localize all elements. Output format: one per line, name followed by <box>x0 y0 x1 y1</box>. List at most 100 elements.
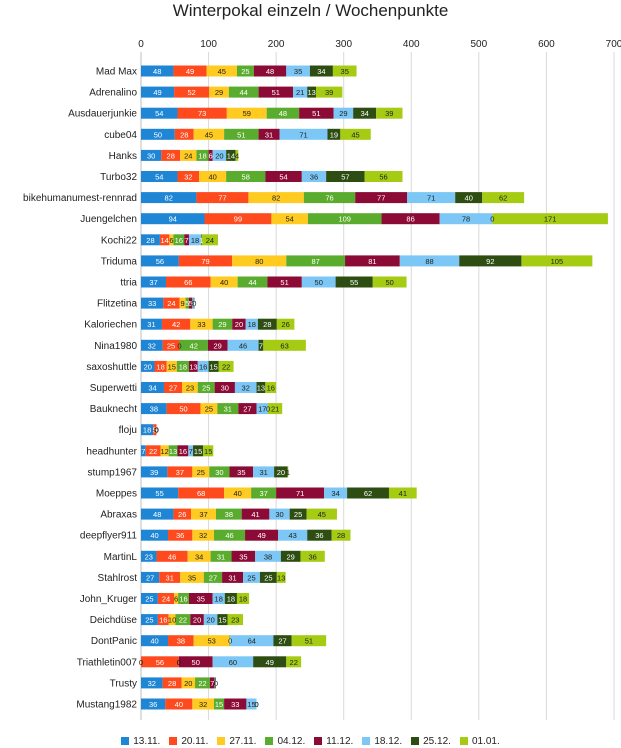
bar-segment <box>192 529 214 541</box>
legend-swatch <box>314 737 323 745</box>
bar-segment <box>274 466 288 478</box>
bar-segment <box>192 297 194 309</box>
data-label: 49 <box>153 88 161 97</box>
bar-segment <box>226 171 266 182</box>
bar-segment <box>276 318 295 330</box>
data-label: 31 <box>228 573 236 582</box>
bar-segment <box>141 318 162 330</box>
bar-segment <box>286 656 302 668</box>
data-label: 50 <box>385 278 393 287</box>
bar-segment <box>303 192 356 204</box>
data-label: 7 <box>141 447 145 456</box>
bar-segment <box>188 593 213 604</box>
bar-segment <box>279 128 328 140</box>
data-label: 35 <box>239 552 247 561</box>
bar-segment <box>259 571 277 583</box>
data-label: 25 <box>145 595 153 604</box>
bar-segment <box>181 677 196 689</box>
bar-segment <box>210 276 238 288</box>
bar-segment <box>227 339 259 351</box>
data-label: 4 <box>235 151 239 160</box>
bar-segment <box>141 65 174 77</box>
data-label: 80 <box>255 257 263 266</box>
data-label: 92 <box>486 257 494 266</box>
data-label: 9 <box>180 299 184 308</box>
data-label: 22 <box>149 447 157 456</box>
data-label: 0 <box>490 215 494 224</box>
bar-segment <box>227 614 244 626</box>
bar-segment <box>141 487 179 499</box>
category-label: Triathletin007 <box>77 657 138 668</box>
bar-segment <box>161 149 181 161</box>
x-tick-label: 0 <box>138 39 144 50</box>
data-label: 18 <box>248 320 256 329</box>
bar-segment <box>141 360 155 372</box>
bar-segment <box>153 424 157 436</box>
bar-segment <box>203 571 223 583</box>
bar-segment <box>178 656 213 668</box>
data-label: 40 <box>465 194 473 203</box>
data-label: 29 <box>286 552 294 561</box>
bar-segment <box>293 86 308 98</box>
data-label: 32 <box>148 341 156 350</box>
data-label: 38 <box>225 510 233 519</box>
data-label: 14 <box>227 151 235 160</box>
x-tick-label: 400 <box>403 39 420 50</box>
data-label: 71 <box>427 194 435 203</box>
data-label: 34 <box>331 489 339 498</box>
data-label: 35 <box>188 573 196 582</box>
category-label: Triduma <box>101 256 138 267</box>
bar-segment <box>241 508 270 520</box>
bar-segment <box>176 360 189 372</box>
data-label: 34 <box>317 67 325 76</box>
x-tick-label: 600 <box>538 39 555 50</box>
data-label: 42 <box>190 341 198 350</box>
data-label: 44 <box>248 278 256 287</box>
data-label: 37 <box>176 468 184 477</box>
data-label: 0 <box>192 299 196 308</box>
bar-segment <box>226 149 236 161</box>
category-label: Abraxas <box>100 510 137 521</box>
data-label: 13 <box>189 362 197 371</box>
data-label: 16 <box>267 384 275 393</box>
category-label: Bauknecht <box>90 404 137 415</box>
bar-segment <box>191 508 217 520</box>
bar-segment <box>265 382 277 393</box>
bar-segment <box>157 593 175 604</box>
data-label: 32 <box>199 700 207 709</box>
data-label: 81 <box>368 257 376 266</box>
legend-swatch <box>459 737 468 745</box>
legend-item: 11.12. <box>314 736 353 747</box>
bar-segment <box>141 635 169 647</box>
bar-segment <box>253 466 275 478</box>
bar-segment <box>300 550 325 562</box>
data-label: 12 <box>160 447 168 456</box>
data-label: 34 <box>148 384 156 393</box>
bar-segment <box>235 149 239 161</box>
data-label: 109 <box>338 215 351 224</box>
data-label: 53 <box>207 637 215 646</box>
data-label: 0 <box>254 700 258 709</box>
bar-segment <box>208 360 219 372</box>
data-label: 35 <box>237 468 245 477</box>
bar-segment <box>213 529 246 541</box>
bar-segment <box>224 593 237 604</box>
data-label: 28 <box>168 679 176 688</box>
data-label: 28 <box>167 151 175 160</box>
data-label: 10 <box>168 616 176 625</box>
category-label: Stahlrost <box>98 573 138 584</box>
data-label: 54 <box>285 215 293 224</box>
data-label: 94 <box>169 215 177 224</box>
data-label: 45 <box>351 130 359 139</box>
category-label: Adrenalino <box>89 88 137 99</box>
bar-segment <box>306 508 337 520</box>
category-label: ttria <box>120 278 137 289</box>
bar-segment <box>257 318 277 330</box>
data-label: 18 <box>239 595 247 604</box>
data-label: 39 <box>150 468 158 477</box>
bar-segment <box>168 614 176 626</box>
data-label: 0 <box>154 426 158 435</box>
category-label: Deichdüse <box>90 615 138 626</box>
bar-segment <box>347 487 389 499</box>
bar-segment <box>324 487 348 499</box>
